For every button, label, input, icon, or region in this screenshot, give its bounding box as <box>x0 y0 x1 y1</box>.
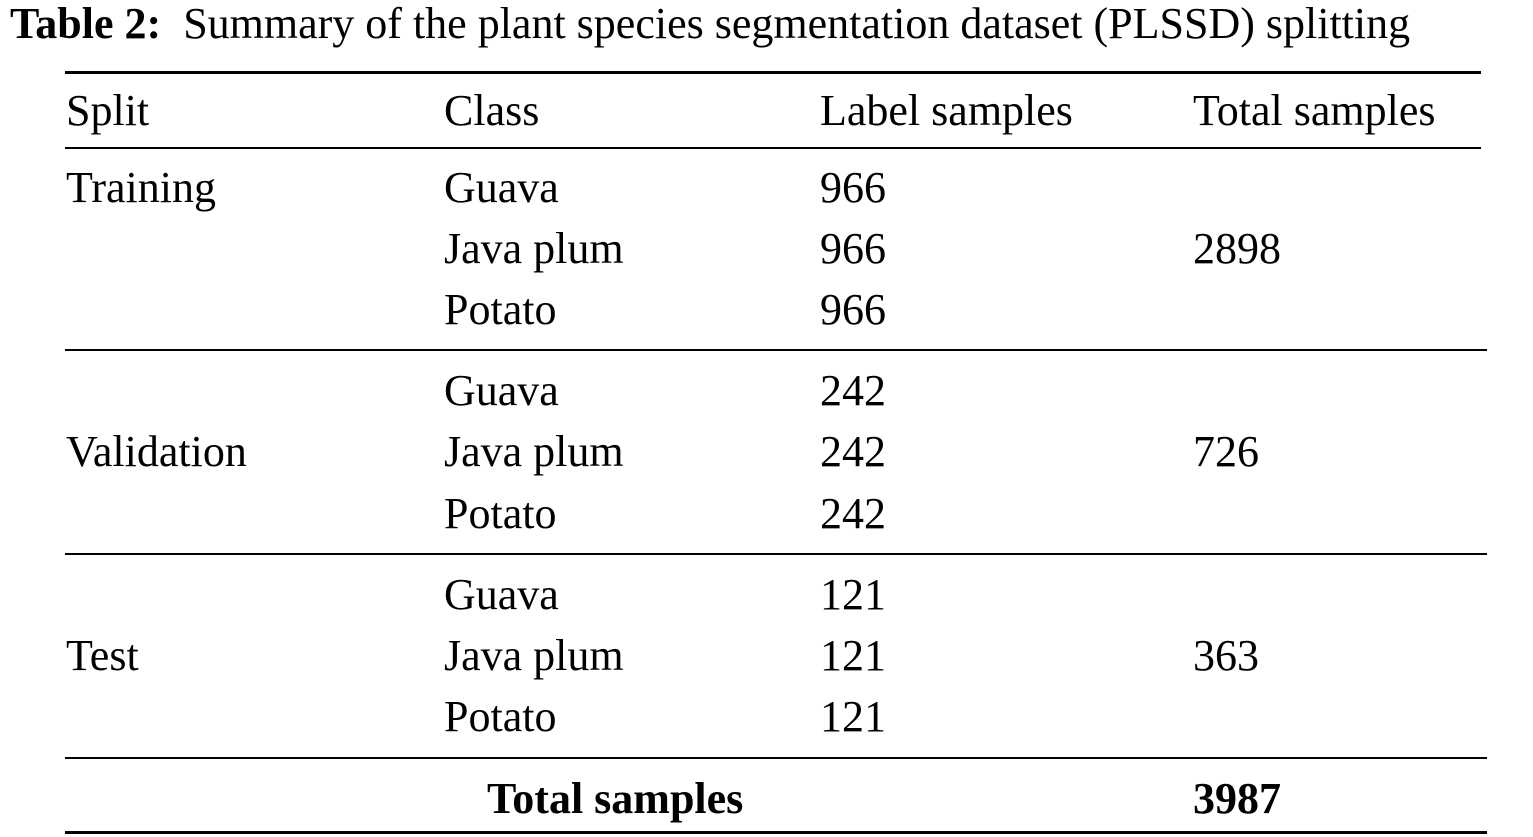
split-label: Training <box>66 163 216 212</box>
header-total-samples: Total samples <box>1193 86 1436 135</box>
label-samples-cell: 242 <box>820 427 886 476</box>
group-rule <box>65 757 1487 759</box>
label-samples-cell: 966 <box>820 163 886 212</box>
total-samples-cell: 726 <box>1193 427 1259 476</box>
label-samples-cell: 121 <box>820 692 886 741</box>
group-rule <box>65 349 1487 351</box>
table-caption: Table 2: Summary of the plant species se… <box>10 0 1410 48</box>
class-cell: Potato <box>444 489 557 538</box>
header-label-samples: Label samples <box>820 86 1073 135</box>
class-cell: Guava <box>444 366 559 415</box>
header-split: Split <box>66 86 150 135</box>
class-cell: Java plum <box>444 631 624 680</box>
class-cell: Java plum <box>444 224 624 273</box>
caption-text: Summary of the plant species segmentatio… <box>183 0 1411 48</box>
bottom-rule <box>65 831 1487 834</box>
class-cell: Guava <box>444 570 559 619</box>
top-rule <box>65 71 1481 74</box>
label-samples-cell: 242 <box>820 489 886 538</box>
total-samples-cell: 2898 <box>1193 224 1281 273</box>
label-samples-cell: 966 <box>820 224 886 273</box>
split-label: Test <box>66 631 139 680</box>
footer-total-value: 3987 <box>1193 774 1281 823</box>
class-cell: Potato <box>444 692 557 741</box>
header-class: Class <box>444 86 540 135</box>
label-samples-cell: 121 <box>820 570 886 619</box>
label-samples-cell: 966 <box>820 285 886 334</box>
label-samples-cell: 242 <box>820 366 886 415</box>
caption-label: Table 2: <box>10 0 162 48</box>
class-cell: Guava <box>444 163 559 212</box>
header-rule <box>65 147 1481 149</box>
split-label: Validation <box>66 427 247 476</box>
class-cell: Potato <box>444 285 557 334</box>
total-samples-cell: 363 <box>1193 631 1259 680</box>
class-cell: Java plum <box>444 427 624 476</box>
label-samples-cell: 121 <box>820 631 886 680</box>
group-rule <box>65 553 1487 555</box>
footer-total-label: Total samples <box>487 774 744 823</box>
